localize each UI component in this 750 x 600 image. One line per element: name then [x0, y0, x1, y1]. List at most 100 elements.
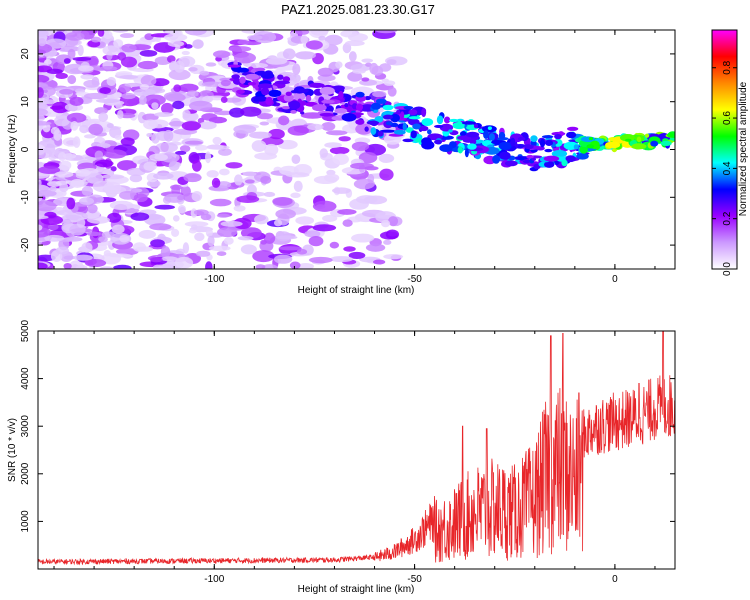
heatmap-cell [79, 197, 95, 205]
heatmap-signal-cell [245, 73, 260, 80]
heatmap-cell [338, 136, 351, 142]
colorbar-label: Normalized spectral amplitude [738, 81, 749, 216]
colorbar-tick-label: 0.8 [722, 60, 733, 74]
heatmap-cell [285, 172, 310, 178]
heatmap-cell [272, 196, 293, 206]
heatmap-cell [129, 174, 143, 183]
heatmap-cell [312, 224, 337, 232]
heatmap-signal-cell [531, 157, 536, 161]
heatmap-signal-cell [374, 116, 384, 123]
heatmap-cell [57, 209, 73, 216]
heatmap-cell [63, 255, 76, 260]
heatmap-cell [254, 152, 278, 160]
heatmap-cell [137, 60, 158, 70]
heatmap-cell [188, 100, 213, 111]
heatmap-cell [240, 106, 262, 117]
heatmap-cell [324, 142, 342, 149]
heatmap-cell [45, 99, 55, 105]
heatmap-cell [69, 260, 84, 269]
heatmap-signal-cell [396, 109, 401, 115]
heatmap-signal-cell [487, 126, 492, 130]
heatmap-cell [273, 219, 283, 227]
heatmap-signal-cell [421, 108, 427, 117]
heatmap-cell [240, 227, 262, 239]
heatmap-cell [112, 264, 132, 269]
heatmap-signal-cell [277, 74, 284, 80]
heatmap-cell [137, 111, 147, 124]
heatmap-cell [287, 125, 309, 136]
heatmap-cell [154, 204, 175, 210]
heatmap-cell [55, 246, 69, 255]
heatmap-cell [324, 34, 343, 46]
heatmap-cell [275, 235, 298, 240]
heatmap-cell [88, 55, 99, 67]
heatmap-signal-cell [377, 131, 384, 137]
heatmap-cell [167, 40, 185, 47]
heatmap-cell [388, 216, 399, 227]
heatmap-cell [291, 154, 301, 164]
heatmap-signal-cell [510, 137, 516, 147]
heatmap-cell [87, 204, 98, 214]
heatmap-cell [233, 52, 256, 64]
heatmap-cell [163, 33, 188, 42]
heatmap-cell [192, 39, 204, 49]
heatmap-cell [378, 153, 395, 163]
x-tick-label: 0 [612, 274, 618, 285]
heatmap-cell [117, 109, 124, 119]
heatmap-signal-cell [305, 94, 312, 102]
heatmap-cell [252, 250, 275, 263]
heatmap-cell [184, 140, 203, 145]
heatmap-cell [307, 123, 324, 131]
heatmap-cell [173, 60, 185, 73]
heatmap-cell [38, 190, 57, 197]
heatmap-cell [379, 63, 392, 72]
heatmap-signal-cell [290, 109, 297, 114]
heatmap-cell [55, 72, 68, 79]
heatmap-cell [38, 108, 48, 116]
heatmap-cell [233, 124, 257, 134]
y-tick-label: 4000 [20, 367, 31, 390]
heatmap-cell [65, 32, 85, 41]
x-tick-label: -100 [204, 274, 224, 285]
y-tick-label: -20 [20, 237, 31, 252]
heatmap-signal-cell [257, 83, 273, 89]
heatmap-cell [183, 173, 202, 183]
heatmap-cell [211, 177, 221, 188]
heatmap-cell [83, 134, 96, 139]
heatmap-signal-cell [355, 119, 365, 125]
heatmap-cell [38, 224, 43, 231]
heatmap-signal-cell [421, 118, 434, 126]
heatmap-cell [312, 200, 337, 212]
heatmap-cell [152, 263, 176, 269]
heatmap-signal-cell [452, 121, 466, 130]
heatmap-cell [347, 71, 363, 82]
heatmap-cell [237, 235, 254, 241]
heatmap-cell [49, 186, 57, 192]
heatmap-cell [38, 65, 53, 73]
heatmap-cell [38, 166, 61, 174]
heatmap-signal-cell [402, 122, 407, 131]
heatmap-cell [352, 68, 366, 74]
heatmap-signal-cell [517, 136, 526, 141]
colorbar-tick-label: 0.6 [722, 111, 733, 125]
heatmap-signal-cell [366, 120, 380, 125]
heatmap-cell [149, 256, 163, 263]
heatmap-cell [120, 137, 135, 146]
heatmap-cell [206, 170, 219, 178]
heatmap-cell [335, 61, 343, 69]
heatmap-signal-cell [631, 143, 647, 150]
heatmap-cell [108, 253, 132, 258]
heatmap-cell [304, 230, 321, 238]
heatmap-cell [70, 178, 85, 189]
heatmap-cell [278, 115, 290, 126]
heatmap-cell [217, 227, 238, 238]
heatmap-cell [50, 105, 64, 110]
heatmap-cell [348, 251, 366, 260]
heatmap-cell [47, 223, 59, 231]
heatmap-cell [216, 181, 232, 189]
x-tick-label: -50 [407, 274, 422, 285]
heatmap-signal-cell [254, 70, 268, 76]
heatmap-signal-cell [625, 138, 632, 142]
heatmap-cell [260, 239, 267, 245]
